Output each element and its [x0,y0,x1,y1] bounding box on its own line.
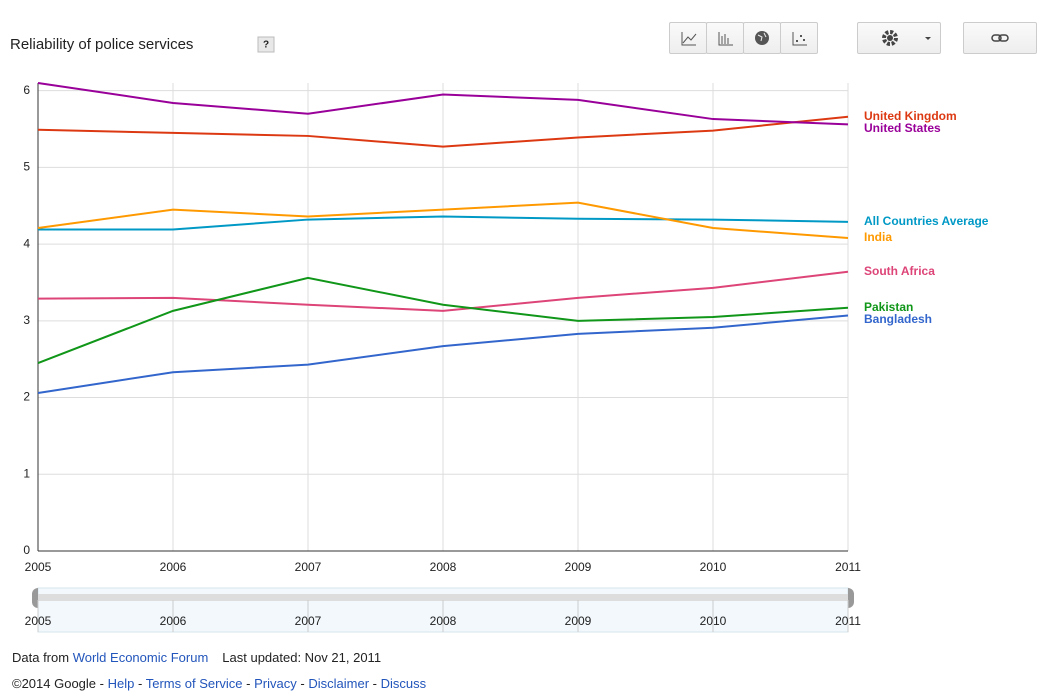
icon [792,32,807,46]
icon [718,32,733,46]
y-tick-label: 6 [23,83,30,97]
slider-handle[interactable] [848,588,854,608]
separator: - [372,676,377,691]
link-button[interactable] [963,22,1037,54]
series-line [37,201,849,239]
map-button[interactable] [743,22,781,54]
x-tick-label: 2007 [295,560,322,574]
slider-handle[interactable] [32,588,38,608]
source-line: Data from World Economic Forum Last updat… [12,650,381,665]
y-tick-label: 3 [23,313,30,327]
series-line [38,215,849,231]
icon [681,32,697,46]
legend-label: All Countries Average [864,214,989,228]
x-tick-label: 2008 [430,560,457,574]
slider-track [38,594,848,601]
last-updated: Last updated: Nov 21, 2011 [222,650,382,665]
legend-label: Pakistan [864,300,913,314]
legend-label: United Kingdom [864,109,957,123]
footer-link[interactable]: Help [107,676,135,691]
separator: - [99,676,104,691]
scatter-button[interactable] [780,22,818,54]
separator: - [246,676,251,691]
help-icon-box[interactable] [257,36,275,53]
footer-links: ©2014 Google - Help - Terms of Service -… [12,676,426,691]
y-tick-label: 4 [23,236,30,250]
series-line [37,115,849,148]
x-tick-label: 2009 [565,560,592,574]
separator: - [138,676,143,691]
series-line [37,276,849,364]
y-tick-label: 0 [23,543,30,557]
help-icon[interactable]: ? [263,40,269,51]
y-tick-label: 2 [23,390,30,404]
icon [882,30,931,46]
footer-link[interactable]: Disclaimer [308,676,370,691]
slider-tick-label: 2011 [835,614,861,628]
slider-tick-label: 2005 [25,614,52,628]
slider-tick-label: 2006 [160,614,187,628]
copyright: ©2014 Google [12,676,97,691]
separator: - [300,676,305,691]
x-tick-label: 2011 [835,560,861,574]
slider-tick-label: 2010 [700,614,727,628]
source-link[interactable]: World Economic Forum [72,650,209,665]
chart-title: Reliability of police services [10,36,193,53]
footer-link[interactable]: Privacy [254,676,297,691]
slider-tick-label: 2008 [430,614,457,628]
series-line [37,314,849,394]
footer-link[interactable]: Terms of Service [145,676,243,691]
slider-tick-label: 2007 [295,614,322,628]
line-chart-button[interactable] [669,22,707,54]
icon [755,31,769,45]
x-tick-label: 2006 [160,560,187,574]
series-line [37,82,849,126]
x-tick-label: 2005 [25,560,52,574]
series-line [37,270,849,312]
legend-label: United States [864,121,941,135]
chart: Reliability of police services ? 0 1 2 3 4 5 6… [10,36,989,633]
y-tick-label: 5 [23,160,30,174]
source-prefix: Data from [12,650,70,665]
legend-label: Bangladesh [864,312,932,326]
icon [991,34,1009,42]
settings-button[interactable] [857,22,941,54]
footer-link[interactable]: Discuss [380,676,427,691]
slider-tick-label: 2009 [565,614,592,628]
y-tick-label: 1 [23,466,30,480]
x-tick-label: 2010 [700,560,727,574]
legend-label: South Africa [864,264,935,278]
legend-label: India [864,230,892,244]
